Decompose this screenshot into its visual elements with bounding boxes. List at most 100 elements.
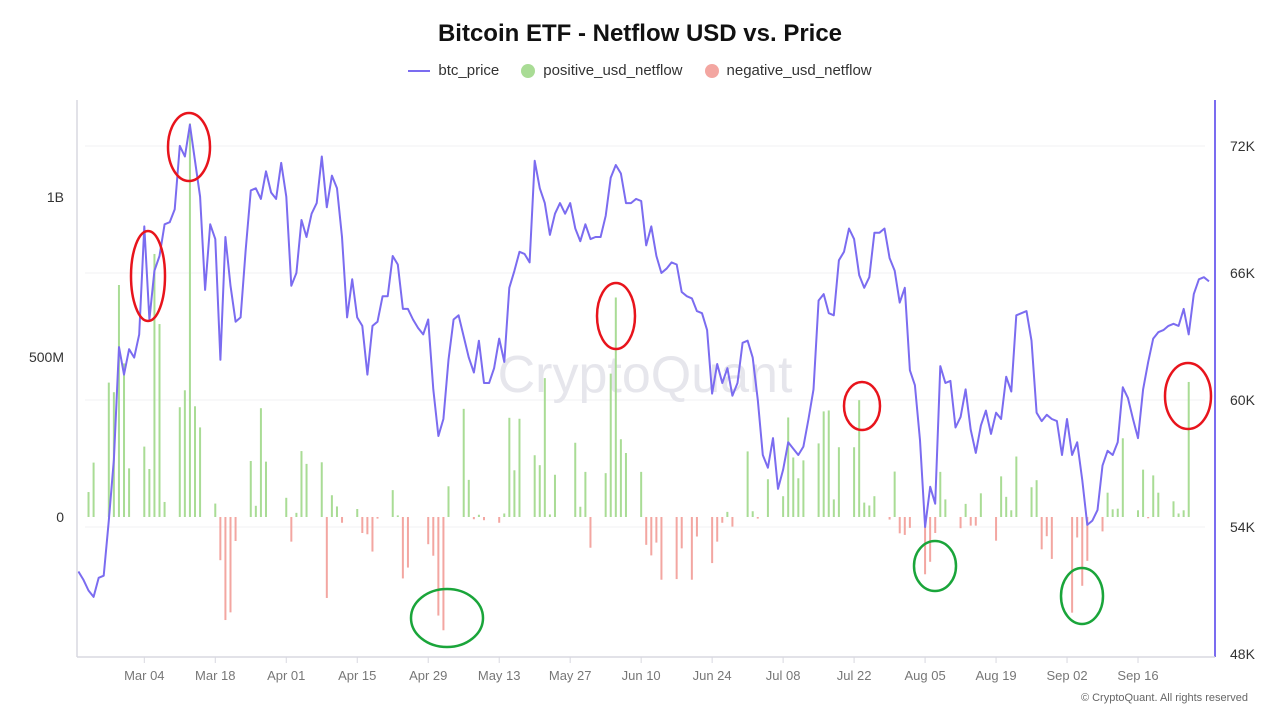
negative-netflow-bar — [406, 517, 409, 568]
positive-netflow-bar — [194, 406, 196, 517]
annotation-red-ellipse — [129, 229, 167, 323]
x-tick-label: Mar 18 — [195, 668, 235, 683]
positive-netflow-bar — [356, 509, 359, 517]
negative-netflow-bar — [721, 517, 724, 523]
chart-title: Bitcoin ETF - Netflow USD vs. Price — [437, 20, 843, 47]
negative-netflow-bar — [482, 517, 485, 521]
negative-netflow-bar — [675, 517, 678, 580]
positive-netflow-bar — [614, 297, 617, 517]
negative-netflow-bar — [645, 517, 648, 545]
positive-netflow-bar — [1137, 510, 1140, 517]
positive-netflow-bar — [624, 453, 627, 517]
negative-netflow-bar — [716, 517, 719, 542]
right-tick-label: 48K — [1230, 646, 1256, 662]
annotation-red-ellipse — [1163, 361, 1213, 431]
negative-netflow-bar — [427, 517, 430, 545]
negative-netflow-bar — [959, 517, 962, 529]
positive-netflow-bar — [584, 471, 587, 517]
positive-netflow-bar — [295, 512, 298, 517]
btc-price-line — [77, 123, 1210, 598]
negative-netflow-bar — [234, 517, 237, 541]
x-tick-label: Apr 29 — [409, 668, 447, 683]
positive-netflow-bar — [153, 253, 156, 517]
legend-item-positive-netflow[interactable]: positive_usd_netflow — [521, 62, 683, 79]
negative-netflow-bar — [1076, 517, 1079, 538]
legend: btc_price positive_usd_netflow negative_… — [0, 62, 1280, 79]
positive-netflow-bar — [335, 506, 338, 517]
positive-netflow-bar — [1116, 508, 1119, 517]
negative-netflow-bar — [695, 517, 698, 537]
negative-netflow-bar — [995, 517, 998, 541]
positive-netflow-bar — [188, 123, 191, 518]
positive-netflow-bar — [797, 478, 800, 517]
x-tick-label: Mar 04 — [124, 668, 164, 683]
negative-netflow-bar — [498, 517, 501, 523]
negative-netflow-bar — [1147, 517, 1150, 519]
positive-netflow-bar — [1121, 438, 1124, 517]
x-tick-label: Sep 02 — [1046, 668, 1087, 683]
positive-netflow-bar — [609, 373, 612, 517]
annotation-red-ellipse — [842, 380, 882, 432]
negative-netflow-bar — [680, 517, 683, 549]
negative-netflow-bar — [371, 517, 374, 552]
negative-netflow-bar — [325, 517, 328, 598]
x-tick-label: Aug 05 — [904, 668, 945, 683]
positive-netflow-bar — [199, 427, 202, 517]
dot-swatch-icon — [521, 63, 536, 78]
negative-netflow-bar — [376, 517, 379, 519]
left-tick-label: 0 — [56, 509, 64, 525]
positive-netflow-bar — [117, 285, 120, 517]
legend-item-btc-price[interactable]: btc_price — [408, 62, 499, 79]
annotation-red-ellipse — [595, 281, 637, 351]
x-tick-label: May 13 — [478, 668, 521, 683]
legend-label: btc_price — [438, 62, 500, 79]
legend-item-negative-netflow[interactable]: negative_usd_netflow — [704, 62, 872, 79]
negative-netflow-bar — [690, 517, 693, 580]
negative-netflow-bar — [442, 517, 445, 631]
right-tick-label: 66K — [1230, 265, 1256, 281]
negative-netflow-bar — [437, 517, 440, 616]
positive-netflow-bar — [249, 461, 252, 517]
positive-netflow-bar — [264, 461, 267, 517]
annotation-red-ellipse — [166, 111, 212, 183]
positive-netflow-bar — [92, 462, 95, 517]
left-tick-label: 500M — [29, 349, 64, 365]
annotation-green-ellipse — [1059, 566, 1105, 626]
positive-netflow-bar — [979, 493, 982, 517]
positive-netflow-bar — [604, 473, 607, 517]
positive-netflow-bar — [1005, 496, 1008, 517]
negative-netflow-bar — [888, 517, 891, 520]
positive-netflow-bar — [518, 418, 521, 517]
copyright-footer: © CryptoQuant. All rights reserved — [1080, 692, 1248, 704]
positive-netflow-bar — [822, 411, 825, 517]
positive-netflow-bar — [391, 490, 394, 517]
right-tick-label: 72K — [1230, 138, 1256, 154]
positive-netflow-bar — [123, 363, 126, 517]
negative-netflow-bar — [219, 517, 222, 561]
positive-netflow-bar — [964, 503, 967, 517]
x-tick-label: May 27 — [549, 668, 592, 683]
positive-netflow-bar — [87, 492, 90, 517]
positive-netflow-bar — [477, 514, 480, 517]
negative-netflow-bar — [1101, 517, 1104, 532]
positive-netflow-bar — [538, 465, 541, 517]
positive-netflow-bar — [873, 496, 876, 517]
positive-netflow-bar — [259, 408, 262, 517]
negative-netflow-bar — [1086, 517, 1089, 561]
positive-netflow-bar — [508, 417, 511, 517]
negative-netflow-bar — [929, 517, 932, 562]
positive-netflow-bar — [751, 511, 754, 517]
positive-netflow-bar — [543, 378, 546, 517]
positive-netflow-bar — [396, 515, 399, 517]
negative-netflow-bar — [1045, 517, 1048, 537]
negative-netflow-bar — [472, 517, 475, 520]
right-tick-label: 54K — [1230, 519, 1256, 535]
grid — [85, 145, 1205, 528]
x-tick-label: Aug 19 — [975, 668, 1016, 683]
negative-netflow-bar — [974, 517, 977, 526]
positive-netflow-bar — [1106, 492, 1109, 517]
positive-netflow-bar — [533, 455, 536, 517]
negative-netflow-bar — [361, 517, 364, 533]
positive-netflow-bar — [1000, 476, 1003, 517]
